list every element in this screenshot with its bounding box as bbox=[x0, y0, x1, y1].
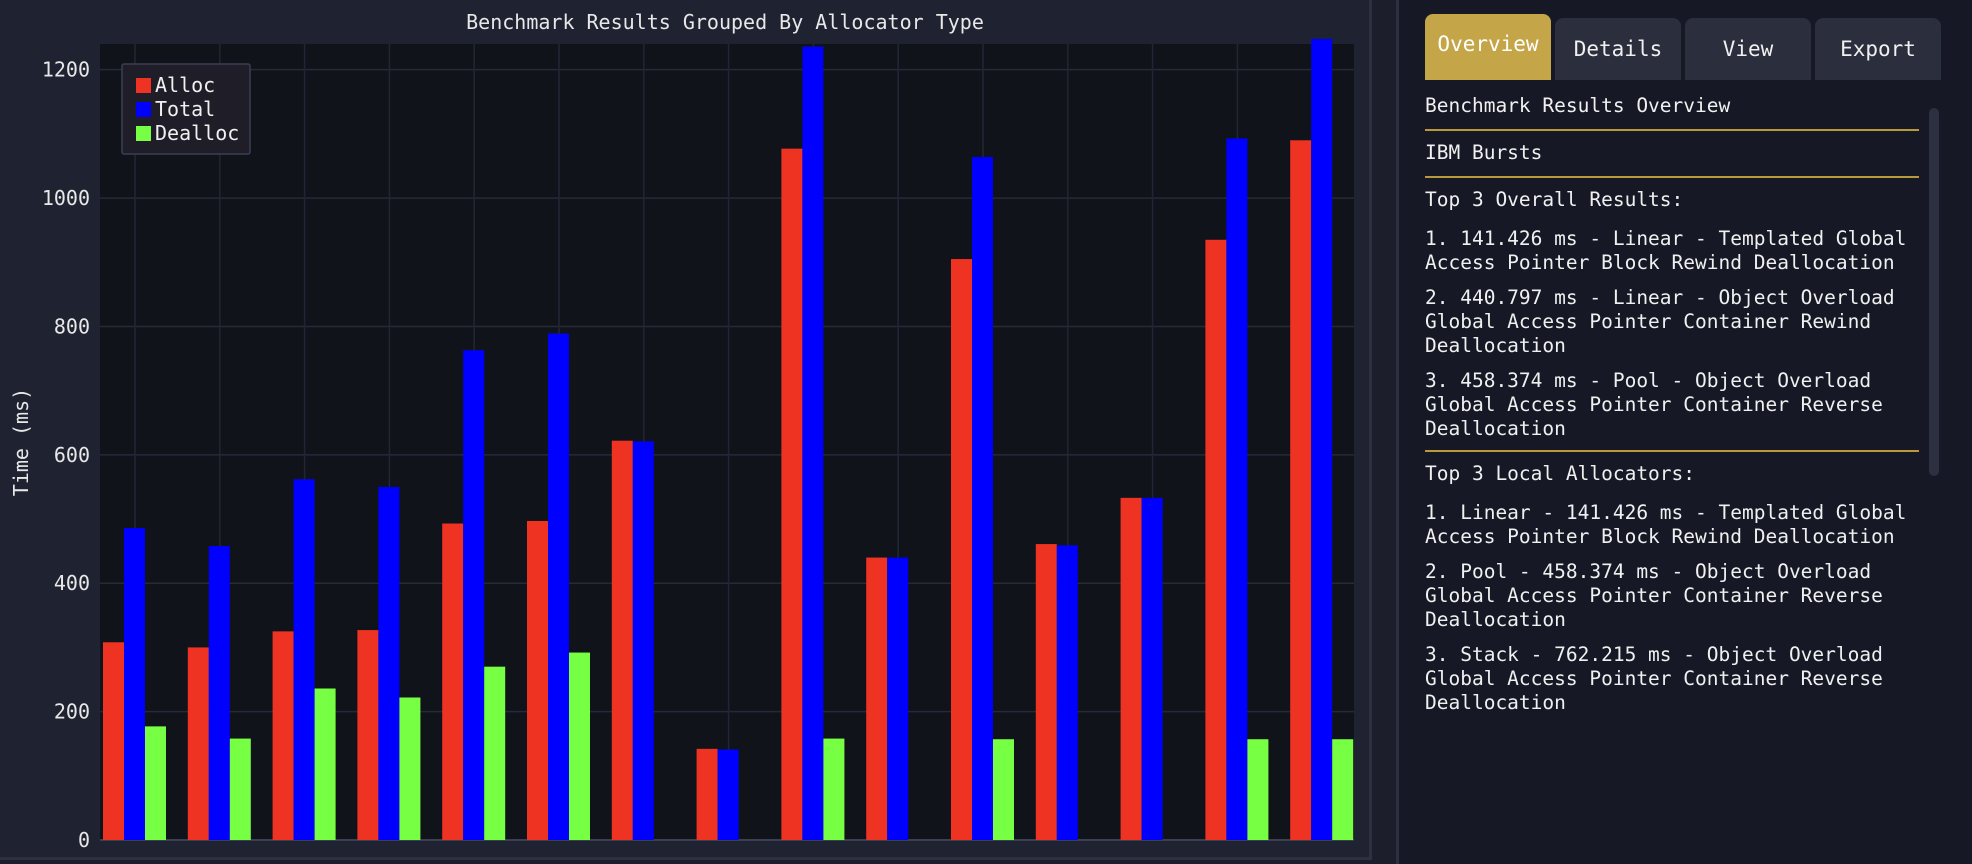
bar-dealloc bbox=[1247, 739, 1269, 840]
local-result-2: 2. Pool - 458.374 ms - Object Overload G… bbox=[1425, 560, 1883, 631]
legend-swatch bbox=[136, 102, 151, 117]
bar-dealloc bbox=[399, 697, 421, 840]
chart-panel: Benchmark Results Grouped By Allocator T… bbox=[0, 0, 1372, 860]
y-tick-label: 1200 bbox=[42, 58, 90, 82]
bar-total bbox=[632, 441, 654, 840]
bar-alloc bbox=[272, 631, 294, 840]
overall-results-title: Top 3 Overall Results: bbox=[1425, 188, 1684, 211]
bar-layer bbox=[103, 38, 1354, 841]
local-result-1: 1. Linear - 141.426 ms - Templated Globa… bbox=[1425, 501, 1907, 548]
legend-label: Alloc bbox=[155, 73, 215, 97]
bar-alloc bbox=[357, 630, 379, 840]
bar-dealloc bbox=[484, 666, 506, 840]
bar-dealloc bbox=[145, 726, 166, 840]
bar-total bbox=[972, 156, 993, 840]
bar-alloc bbox=[1290, 140, 1312, 840]
tab-view[interactable]: View bbox=[1685, 18, 1811, 80]
bar-total bbox=[1056, 545, 1078, 840]
y-tick-label: 800 bbox=[54, 314, 90, 338]
overview-content: Benchmark Results Overview IBM Bursts To… bbox=[1425, 84, 1919, 854]
bar-dealloc bbox=[314, 688, 336, 840]
local-allocators-title: Top 3 Local Allocators: bbox=[1425, 462, 1696, 485]
y-axis-ticks: 0 200 400 600 800 1000 1200 bbox=[42, 58, 90, 852]
divider bbox=[1425, 450, 1919, 452]
y-tick-label: 200 bbox=[54, 700, 90, 724]
bar-alloc bbox=[781, 148, 803, 840]
y-tick-label: 600 bbox=[54, 443, 90, 467]
bar-total bbox=[124, 528, 145, 840]
legend-swatch bbox=[136, 126, 151, 141]
chart-title: Benchmark Results Grouped By Allocator T… bbox=[466, 10, 984, 34]
bar-dealloc bbox=[993, 739, 1014, 840]
bar-dealloc bbox=[229, 738, 251, 840]
legend-swatch bbox=[136, 78, 151, 93]
bar-total bbox=[548, 333, 569, 840]
bar-total bbox=[887, 557, 909, 840]
bar-alloc bbox=[527, 520, 548, 840]
bar-alloc bbox=[866, 557, 888, 840]
tab-export[interactable]: Export bbox=[1815, 18, 1941, 80]
bar-alloc bbox=[611, 440, 633, 840]
bar-alloc bbox=[1205, 239, 1227, 840]
tab-overview[interactable]: Overview bbox=[1425, 14, 1551, 80]
bar-total bbox=[717, 749, 739, 840]
divider bbox=[1425, 176, 1919, 178]
bar-chart: Benchmark Results Grouped By Allocator T… bbox=[9, 10, 1354, 852]
bar-total bbox=[802, 46, 824, 840]
bar-total bbox=[463, 350, 485, 840]
bar-total bbox=[1311, 38, 1333, 841]
bar-alloc bbox=[1120, 497, 1142, 840]
bar-alloc bbox=[442, 523, 464, 840]
legend-label: Total bbox=[155, 97, 215, 121]
y-tick-label: 0 bbox=[78, 828, 90, 852]
y-tick-label: 400 bbox=[54, 571, 90, 595]
bar-total bbox=[378, 486, 400, 840]
side-panel: Overview Details View Export Benchmark R… bbox=[1396, 0, 1972, 864]
divider bbox=[1425, 129, 1919, 131]
local-result-3: 3. Stack - 762.215 ms - Object Overload … bbox=[1425, 643, 1883, 714]
bar-dealloc bbox=[569, 652, 590, 840]
overall-result-1: 1. 141.426 ms - Linear - Templated Globa… bbox=[1425, 227, 1907, 274]
bar-total bbox=[1226, 138, 1248, 841]
bar-alloc bbox=[1035, 544, 1057, 840]
benchmark-name: IBM Bursts bbox=[1425, 141, 1543, 164]
overall-result-3: 3. 458.374 ms - Pool - Object Overload G… bbox=[1425, 369, 1883, 440]
bar-dealloc bbox=[823, 738, 845, 840]
bar-alloc bbox=[951, 259, 972, 840]
overall-result-2: 2. 440.797 ms - Linear - Object Overload… bbox=[1425, 286, 1895, 357]
y-tick-label: 1000 bbox=[42, 186, 90, 210]
bar-alloc bbox=[103, 642, 124, 840]
scrollbar[interactable] bbox=[1929, 108, 1939, 476]
y-axis-label: Time (ms) bbox=[9, 388, 33, 496]
legend-label: Dealloc bbox=[155, 121, 239, 145]
bar-total bbox=[293, 479, 315, 840]
bar-total bbox=[1141, 497, 1163, 840]
tab-bar: Overview Details View Export bbox=[1425, 14, 1941, 80]
bar-alloc bbox=[696, 748, 718, 840]
bar-alloc bbox=[187, 647, 209, 840]
bar-dealloc bbox=[1332, 739, 1354, 840]
overview-heading: Benchmark Results Overview bbox=[1425, 94, 1731, 117]
bar-total bbox=[208, 545, 230, 840]
tab-details[interactable]: Details bbox=[1555, 18, 1681, 80]
legend-box bbox=[121, 63, 251, 155]
